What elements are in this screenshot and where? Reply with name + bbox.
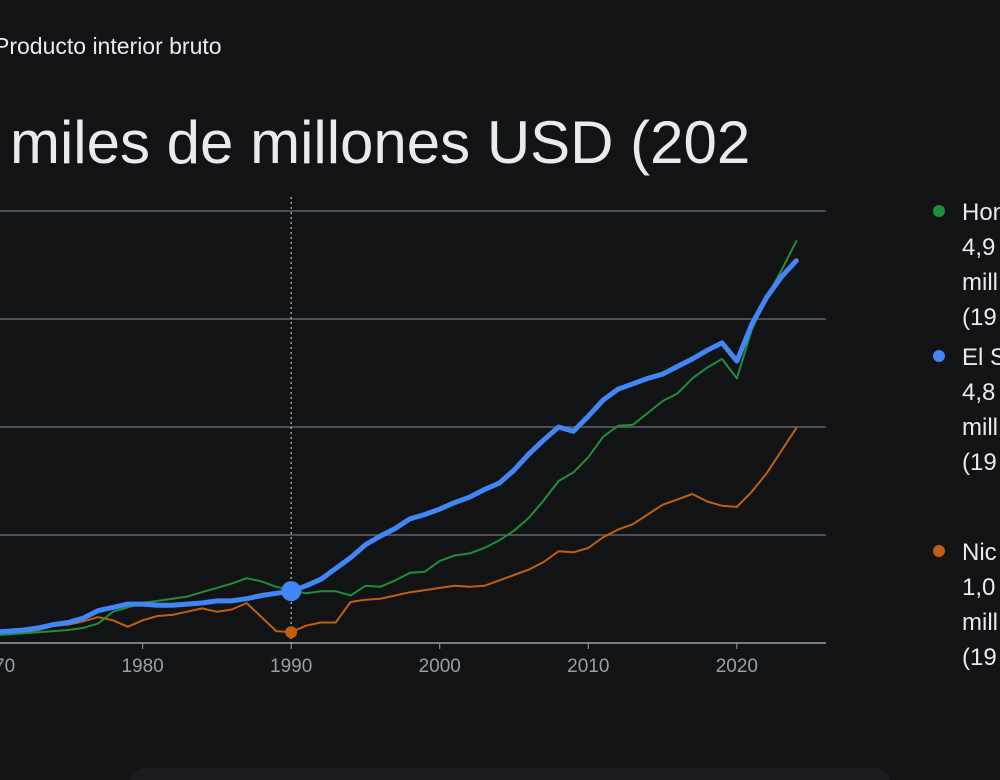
legend-value: 4,9: [962, 234, 995, 261]
legend-value: mill: [962, 414, 998, 441]
legend-dot: [933, 545, 945, 557]
x-tick-label: 1990: [270, 656, 312, 677]
hover-point: [281, 581, 302, 602]
legend-name: El S: [962, 344, 1000, 371]
legend-dot: [933, 350, 945, 362]
legend-value: 1,0: [962, 574, 995, 601]
series-line: [0, 240, 798, 637]
legend-value: 4,8: [962, 379, 995, 406]
x-tick-label: 1970: [0, 656, 15, 677]
legend-name: Hon: [962, 199, 1000, 226]
bottom-panel: [130, 768, 890, 780]
hover-point: [285, 626, 298, 639]
legend-value: (19: [962, 449, 997, 476]
x-tick-label: 2020: [716, 656, 758, 677]
series-line: [0, 258, 799, 635]
x-tick-label: 2000: [419, 656, 461, 677]
chart-subtitle: Producto interior bruto: [0, 33, 222, 59]
legend-value: (19: [962, 304, 997, 331]
legend-name: Nic: [962, 539, 997, 566]
x-tick-label: 2010: [567, 656, 609, 677]
chart-title: miles de millones USD (202: [10, 109, 750, 176]
series-line: [0, 427, 798, 635]
legend-value: (19: [962, 644, 997, 671]
x-tick-label: 1980: [121, 656, 163, 677]
legend-dot: [933, 205, 945, 217]
legend-value: mill: [962, 269, 998, 296]
legend-value: mill: [962, 609, 998, 636]
